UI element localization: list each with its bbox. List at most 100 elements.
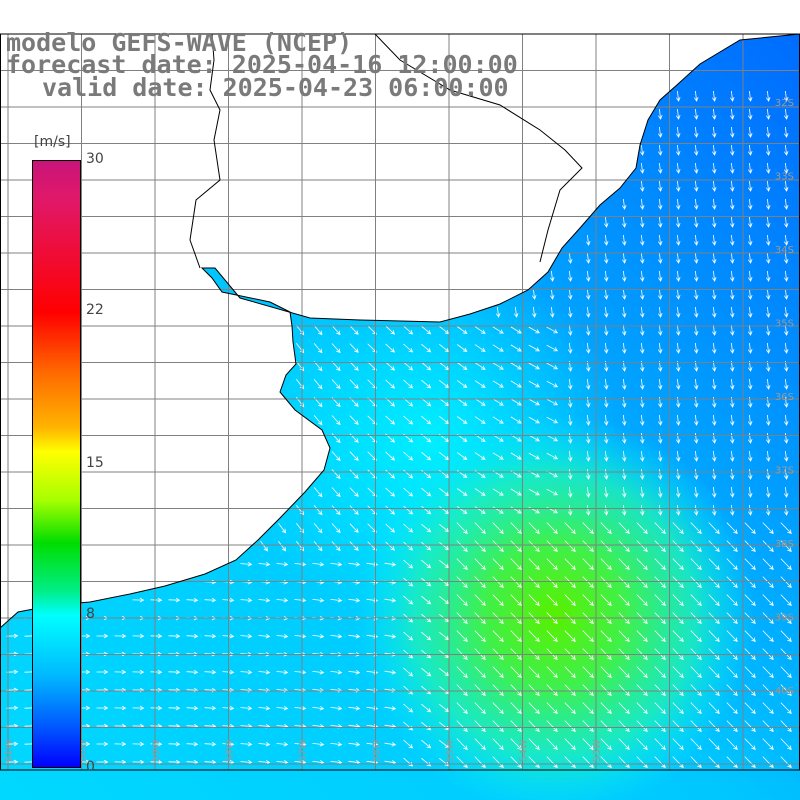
wind-arrow — [690, 540, 702, 552]
wind-arrow — [729, 450, 735, 462]
wind-arrow — [690, 630, 702, 642]
wind-arrow — [349, 325, 359, 335]
wind-arrow — [744, 756, 756, 768]
wind-arrow — [639, 216, 645, 228]
wind-arrow — [693, 180, 699, 192]
wind-arrow — [726, 756, 738, 768]
wind-arrow — [729, 504, 735, 516]
wind-arrow — [276, 597, 289, 603]
wind-arrow — [675, 216, 681, 228]
wind-arrow — [675, 432, 681, 444]
wind-arrow — [783, 450, 789, 462]
wind-arrow — [150, 633, 163, 639]
wind-arrow — [693, 288, 699, 300]
wind-arrow — [657, 486, 663, 498]
wind-arrow — [132, 669, 145, 675]
wind-arrow — [495, 306, 501, 318]
latitude-label: 36S — [775, 392, 794, 403]
wind-arrow — [783, 90, 789, 102]
wind-arrow — [385, 379, 396, 389]
wind-arrow — [96, 741, 109, 747]
wind-arrow — [564, 684, 576, 696]
wind-arrow — [708, 522, 720, 534]
wind-arrow — [330, 561, 343, 567]
wind-arrow — [186, 597, 199, 603]
wind-arrow — [654, 558, 666, 570]
wind-arrow — [690, 522, 702, 534]
wind-arrow — [585, 270, 591, 282]
wind-arrow — [456, 522, 468, 534]
wind-arrow — [549, 270, 555, 282]
wind-arrow — [349, 343, 359, 353]
wind-arrow — [675, 126, 681, 138]
wind-arrow — [312, 597, 325, 603]
wind-arrow — [528, 488, 540, 496]
wind-arrow — [385, 469, 396, 479]
wind-arrow — [546, 488, 559, 496]
wind-arrow — [456, 540, 468, 552]
wind-arrow — [585, 432, 591, 444]
wind-arrow — [675, 270, 681, 282]
wind-arrow — [708, 684, 720, 696]
wind-arrow — [708, 702, 720, 714]
forecast-date: forecast date: 2025-04-16 12:00:00 — [6, 50, 518, 79]
wind-arrow — [657, 342, 663, 354]
wind-arrow — [672, 594, 684, 606]
wind-arrow — [492, 380, 504, 388]
longitude-label: 55W — [445, 739, 456, 762]
wind-arrow — [711, 252, 717, 264]
wind-arrow — [456, 756, 468, 768]
wind-arrow — [421, 361, 432, 371]
wind-arrow — [528, 540, 540, 552]
wind-arrow — [384, 742, 397, 747]
wind-arrow — [657, 108, 663, 120]
wind-arrow — [312, 741, 325, 747]
wind-arrow — [762, 684, 774, 696]
wind-arrow — [729, 126, 735, 138]
wind-arrow — [711, 198, 717, 210]
wind-arrow — [711, 108, 717, 120]
wind-arrow — [690, 738, 702, 750]
wind-arrow — [762, 540, 774, 552]
wind-arrow — [567, 306, 573, 318]
wind-arrow — [744, 522, 756, 534]
longitude-labels: 61W 60W 59W 58W 57W 56W 55W 54W 53W — [4, 739, 603, 762]
wind-arrow — [690, 702, 702, 714]
wind-arrow — [708, 720, 720, 732]
wind-arrow — [474, 558, 486, 570]
wind-arrow — [654, 684, 666, 696]
wind-arrow — [313, 505, 323, 516]
wind-arrow — [711, 216, 717, 228]
wind-arrow — [729, 288, 735, 300]
valid-date: valid date: 2025-04-23 06:00:00 — [42, 73, 509, 102]
longitude-label: 58W — [225, 739, 236, 762]
wind-arrow — [693, 252, 699, 264]
wind-arrow — [132, 705, 145, 711]
wind-arrow — [747, 468, 753, 480]
wind-arrow — [747, 450, 753, 462]
wind-arrow — [621, 252, 627, 264]
wind-arrow — [585, 306, 591, 318]
wind-arrow — [675, 162, 681, 174]
wind-arrow — [567, 432, 573, 444]
wind-arrow — [780, 558, 792, 570]
wind-arrow — [349, 379, 359, 389]
wind-arrow — [621, 486, 627, 498]
wind-arrow — [747, 162, 753, 174]
wind-arrow — [639, 378, 645, 390]
wind-arrow — [744, 540, 756, 552]
wind-arrow — [348, 633, 361, 639]
wind-arrow — [675, 288, 681, 300]
wind-arrow — [528, 594, 540, 606]
longitude-label: 54W — [519, 739, 530, 762]
wind-arrow — [331, 451, 341, 462]
wind-arrow — [331, 487, 341, 498]
wind-arrow — [693, 342, 699, 354]
wind-arrow — [639, 468, 645, 480]
wind-arrow — [783, 324, 789, 336]
wind-arrow — [675, 180, 681, 192]
wind-arrow — [456, 506, 468, 514]
wind-arrow — [582, 666, 594, 678]
wind-arrow — [621, 432, 627, 444]
wind-arrow — [114, 669, 127, 675]
